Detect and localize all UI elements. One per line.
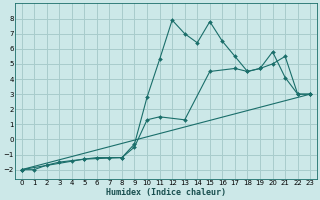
X-axis label: Humidex (Indice chaleur): Humidex (Indice chaleur) bbox=[106, 188, 226, 197]
